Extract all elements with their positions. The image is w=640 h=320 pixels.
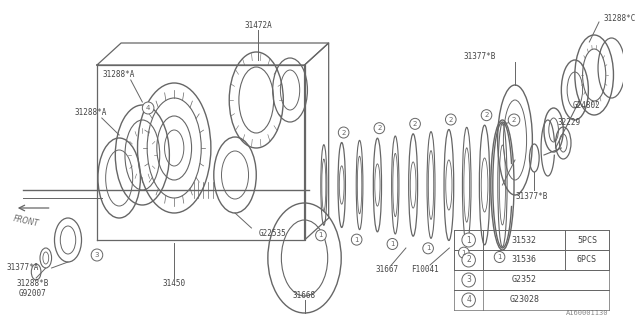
- Text: 2: 2: [449, 116, 453, 123]
- Circle shape: [387, 238, 397, 250]
- Circle shape: [462, 273, 476, 287]
- Text: 4: 4: [146, 105, 150, 111]
- Text: 31536: 31536: [511, 255, 537, 265]
- Text: 3: 3: [95, 252, 99, 258]
- Text: 3: 3: [466, 276, 471, 284]
- Text: 32229: 32229: [557, 117, 580, 126]
- Circle shape: [316, 230, 326, 241]
- Text: 1: 1: [467, 236, 471, 244]
- Circle shape: [339, 127, 349, 138]
- Text: 31472A: 31472A: [244, 20, 272, 29]
- Text: G23028: G23028: [509, 295, 539, 305]
- Circle shape: [462, 253, 476, 267]
- Circle shape: [462, 293, 476, 307]
- Text: A160001130: A160001130: [566, 310, 609, 316]
- Text: 4: 4: [466, 295, 471, 305]
- Text: 1: 1: [497, 254, 502, 260]
- Circle shape: [481, 110, 492, 121]
- Text: 31667: 31667: [375, 266, 398, 275]
- Text: 31288*A: 31288*A: [103, 69, 135, 78]
- Text: 2: 2: [512, 117, 516, 123]
- Text: G2352: G2352: [511, 276, 537, 284]
- Text: 31288*B: 31288*B: [16, 279, 49, 289]
- Text: 31668: 31668: [293, 291, 316, 300]
- Circle shape: [462, 233, 476, 247]
- Circle shape: [494, 252, 505, 262]
- Text: 6PCS: 6PCS: [577, 255, 597, 265]
- Text: 2: 2: [467, 255, 471, 265]
- Circle shape: [410, 118, 420, 129]
- Text: 1: 1: [355, 237, 359, 243]
- Text: F10041: F10041: [412, 266, 439, 275]
- Circle shape: [351, 234, 362, 245]
- Text: G24802: G24802: [573, 100, 601, 109]
- Text: 2: 2: [484, 112, 489, 118]
- Text: 2: 2: [413, 121, 417, 127]
- Text: G92007: G92007: [19, 290, 46, 299]
- Circle shape: [374, 123, 385, 134]
- Text: 31450: 31450: [163, 278, 186, 287]
- Text: FRONT: FRONT: [13, 214, 40, 228]
- Circle shape: [142, 102, 154, 114]
- Text: G22535: G22535: [258, 228, 286, 237]
- Text: 31288*C: 31288*C: [604, 13, 636, 22]
- Circle shape: [508, 114, 520, 126]
- Text: 31532: 31532: [511, 236, 537, 244]
- Text: 5PCS: 5PCS: [577, 236, 597, 244]
- Text: 31377*B: 31377*B: [515, 191, 548, 201]
- Text: 31377*A: 31377*A: [6, 263, 39, 273]
- Text: 2: 2: [377, 125, 381, 131]
- Text: 1: 1: [461, 250, 466, 256]
- Circle shape: [91, 249, 103, 261]
- Text: 1: 1: [319, 232, 323, 238]
- Text: 1: 1: [390, 241, 395, 247]
- Text: 1: 1: [426, 245, 430, 251]
- Circle shape: [445, 114, 456, 125]
- Circle shape: [458, 247, 469, 258]
- Text: 31288*A: 31288*A: [74, 108, 106, 116]
- Text: 2: 2: [342, 130, 346, 136]
- Text: 31377*B: 31377*B: [463, 52, 496, 60]
- Circle shape: [423, 243, 433, 254]
